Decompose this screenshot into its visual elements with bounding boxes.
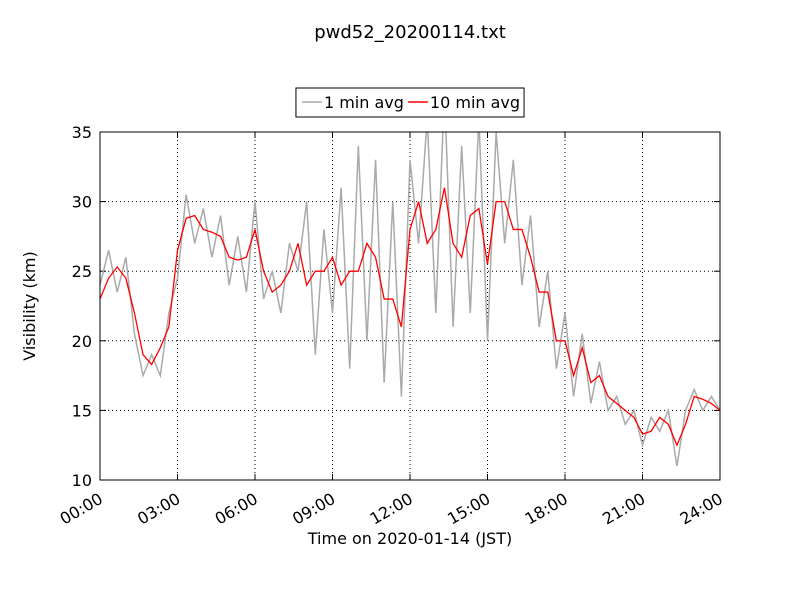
legend-label: 10 min avg [430, 93, 520, 112]
legend: 1 min avg 10 min avg [295, 87, 525, 118]
series-line [100, 132, 720, 467]
y-tick-label: 35 [72, 123, 92, 142]
y-tick-label: 25 [72, 262, 92, 281]
plot-lines [100, 132, 720, 467]
chart-title: pwd52_20200114.txt [314, 22, 506, 43]
y-tick-label: 10 [72, 471, 92, 490]
y-tick-label: 15 [72, 401, 92, 420]
series-line [100, 187, 720, 447]
legend-label: 1 min avg [324, 93, 404, 112]
x-axis-label: Time on 2020-01-14 (JST) [307, 529, 512, 548]
y-tick-label: 30 [72, 193, 92, 212]
y-tick-label: 20 [72, 332, 92, 351]
plot-frame [99, 131, 721, 481]
y-axis-label: Visibility (km) [20, 251, 39, 360]
